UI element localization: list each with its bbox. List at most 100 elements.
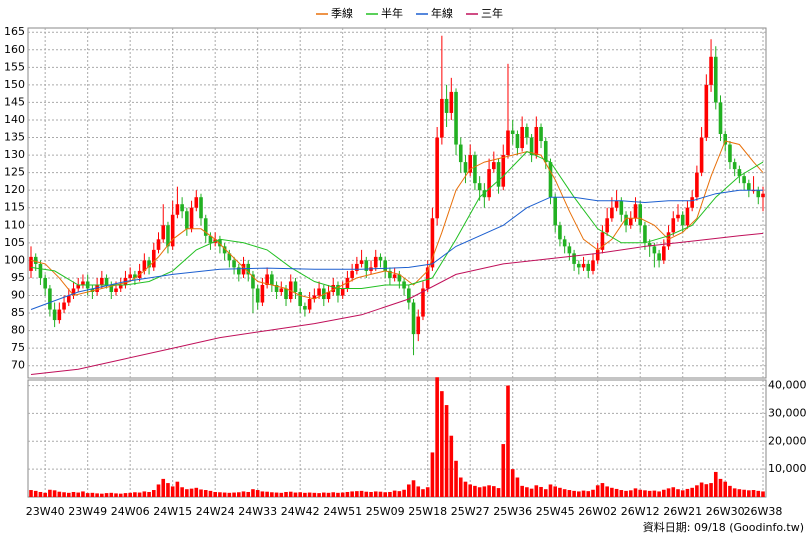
volume-bar	[170, 486, 175, 497]
legend-label: 三年	[481, 6, 503, 20]
candle-body	[90, 288, 95, 292]
candle-body	[180, 204, 184, 212]
candle-body	[265, 274, 269, 285]
candle-body	[506, 130, 510, 156]
legend-label: 半年	[381, 6, 403, 20]
volume-bar	[534, 485, 539, 497]
volume-bar	[737, 489, 742, 497]
candle-body	[109, 284, 114, 292]
candle-body	[444, 98, 449, 113]
candle-body	[66, 295, 71, 303]
candle-body	[732, 162, 737, 170]
volume-bar	[718, 478, 723, 497]
x-tick-label: 26W38	[744, 505, 783, 518]
x-tick-label: 24W06	[111, 505, 150, 518]
x-tick-label: 24W15	[153, 505, 192, 518]
volume-bar	[194, 487, 199, 497]
volume-tick-label: 20,000	[768, 434, 807, 447]
candle-body	[652, 246, 657, 254]
volume-bar	[614, 488, 619, 497]
candle-body	[572, 253, 576, 264]
candle-body	[218, 239, 222, 247]
candle-body	[274, 284, 279, 292]
volume-bar	[430, 452, 435, 497]
volume-bar	[477, 487, 482, 497]
volume-bar	[208, 490, 213, 497]
candle-body	[477, 183, 482, 191]
candle-body	[331, 284, 336, 292]
volume-bar	[270, 492, 274, 497]
y-tick-label: 155	[4, 60, 25, 73]
volume-bar	[662, 489, 666, 497]
x-tick-label: 26W12	[621, 505, 660, 518]
volume-bar	[671, 487, 676, 497]
legend-label: 季線	[331, 6, 353, 20]
volume-bar	[109, 492, 114, 497]
volume-bar	[543, 489, 548, 497]
candle-body	[43, 277, 47, 289]
y-tick-label: 135	[4, 131, 25, 144]
candle-body	[156, 239, 161, 250]
x-tick-label: 25W36	[493, 505, 532, 518]
volume-bar	[345, 491, 350, 497]
volume-bar	[104, 493, 109, 497]
candle-body	[435, 137, 439, 219]
candle-body	[676, 214, 680, 219]
candle-body	[62, 302, 66, 310]
candle-body	[638, 204, 643, 226]
y-tick-label: 80	[11, 324, 25, 337]
candle-body	[392, 274, 397, 278]
volume-bar	[71, 491, 76, 497]
y-tick-label: 115	[4, 201, 25, 214]
candle-body	[147, 260, 151, 268]
volume-bar	[218, 492, 222, 497]
volume-bar	[161, 478, 166, 497]
candle-body	[510, 130, 515, 135]
candle-body	[699, 137, 704, 173]
candle-body	[246, 263, 251, 275]
candle-body	[619, 200, 624, 215]
x-tick-label: 26W02	[578, 505, 617, 518]
candle-body	[52, 309, 57, 321]
volume-bar	[364, 491, 369, 497]
volume-bar	[709, 483, 713, 497]
volume-bar	[506, 385, 510, 497]
volume-bar	[128, 492, 132, 497]
x-tick-label: 23W49	[68, 505, 107, 518]
candle-body	[463, 162, 468, 173]
volume-bar	[298, 492, 302, 497]
candle-body	[48, 288, 52, 310]
volume-bar	[133, 492, 137, 497]
legend: 季線 半年 年線 三年	[316, 6, 503, 20]
volume-bar	[416, 486, 421, 497]
candle-body	[761, 193, 765, 198]
candle-body	[562, 239, 567, 247]
candle-body	[359, 260, 364, 264]
volume-bar	[118, 493, 123, 497]
candle-body	[595, 249, 600, 261]
candle-body	[458, 144, 463, 163]
candle-body	[33, 256, 38, 264]
candle-body	[624, 214, 628, 226]
y-tick-label: 70	[11, 359, 25, 372]
candle-body	[407, 288, 411, 303]
y-tick-label: 75	[11, 341, 25, 354]
volume-bar	[633, 488, 638, 497]
volume-bar	[260, 491, 265, 497]
volume-bar	[577, 491, 581, 497]
candle-body	[600, 232, 605, 250]
candle-body	[166, 225, 170, 247]
volume-bar	[303, 492, 307, 497]
volume-bar	[378, 491, 383, 497]
volume-bar	[581, 490, 586, 497]
candle-body	[690, 197, 694, 208]
volume-bar	[274, 492, 279, 497]
volume-bar	[326, 492, 331, 497]
candle-body	[605, 218, 609, 233]
volume-bar	[525, 487, 529, 497]
candle-body	[326, 291, 331, 300]
candle-body	[473, 155, 477, 184]
volume-bar	[699, 482, 704, 497]
volume-bar	[38, 491, 43, 497]
x-tick-label: 25W18	[408, 505, 447, 518]
